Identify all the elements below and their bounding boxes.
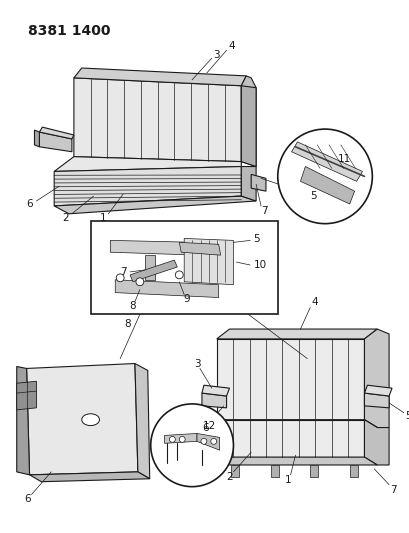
Polygon shape xyxy=(130,260,177,282)
Polygon shape xyxy=(364,385,391,396)
Circle shape xyxy=(116,274,124,282)
Polygon shape xyxy=(197,433,219,450)
Polygon shape xyxy=(34,130,39,147)
Text: 6: 6 xyxy=(202,423,209,433)
Polygon shape xyxy=(241,166,256,201)
Polygon shape xyxy=(74,68,246,86)
Polygon shape xyxy=(291,142,362,181)
Text: 2: 2 xyxy=(63,213,69,223)
Circle shape xyxy=(169,437,175,442)
Text: 6: 6 xyxy=(26,199,33,209)
Polygon shape xyxy=(39,132,72,152)
Text: 8381 1400: 8381 1400 xyxy=(27,23,110,38)
Polygon shape xyxy=(202,393,226,408)
Text: 8: 8 xyxy=(124,319,131,329)
Polygon shape xyxy=(27,364,137,475)
Polygon shape xyxy=(364,419,388,465)
Polygon shape xyxy=(216,457,376,465)
Circle shape xyxy=(136,278,144,286)
Text: 9: 9 xyxy=(183,295,190,304)
Polygon shape xyxy=(216,339,364,419)
Polygon shape xyxy=(54,166,241,206)
Text: 1: 1 xyxy=(100,213,106,223)
Text: 7: 7 xyxy=(119,267,126,277)
Text: 5: 5 xyxy=(405,411,409,421)
Polygon shape xyxy=(39,127,74,139)
Polygon shape xyxy=(300,166,354,204)
Text: 11: 11 xyxy=(337,154,351,164)
Polygon shape xyxy=(216,419,376,427)
Polygon shape xyxy=(241,76,256,166)
Polygon shape xyxy=(164,433,197,443)
Text: 12: 12 xyxy=(203,421,216,431)
Polygon shape xyxy=(349,465,357,477)
Polygon shape xyxy=(310,465,317,477)
Text: 8: 8 xyxy=(129,301,136,311)
Polygon shape xyxy=(17,367,29,475)
Polygon shape xyxy=(251,174,265,191)
Text: 3: 3 xyxy=(193,359,200,368)
Text: 10: 10 xyxy=(253,260,266,270)
Polygon shape xyxy=(231,465,239,477)
Circle shape xyxy=(210,438,216,445)
Bar xyxy=(90,221,277,314)
Text: 7: 7 xyxy=(389,484,396,495)
Polygon shape xyxy=(29,472,149,482)
Polygon shape xyxy=(17,381,36,410)
Text: 7: 7 xyxy=(260,206,267,216)
Circle shape xyxy=(175,271,183,279)
Circle shape xyxy=(277,129,371,224)
Text: 6: 6 xyxy=(24,495,31,504)
Polygon shape xyxy=(54,196,256,214)
Text: 1: 1 xyxy=(285,475,291,484)
Polygon shape xyxy=(179,243,220,255)
Polygon shape xyxy=(364,329,388,427)
Text: 2: 2 xyxy=(226,472,232,482)
Polygon shape xyxy=(202,385,229,396)
Ellipse shape xyxy=(81,414,99,425)
Polygon shape xyxy=(115,280,218,297)
Text: 4: 4 xyxy=(311,297,318,308)
Circle shape xyxy=(151,404,233,487)
Polygon shape xyxy=(216,419,364,457)
Polygon shape xyxy=(54,157,241,172)
Text: 4: 4 xyxy=(228,42,234,51)
Circle shape xyxy=(179,437,185,442)
Polygon shape xyxy=(184,238,233,285)
Polygon shape xyxy=(135,364,149,479)
Text: 5: 5 xyxy=(309,191,316,201)
Text: 3: 3 xyxy=(213,50,220,60)
Polygon shape xyxy=(144,255,154,280)
Polygon shape xyxy=(110,240,198,255)
Polygon shape xyxy=(241,86,256,166)
Text: 5: 5 xyxy=(252,235,259,245)
Circle shape xyxy=(200,438,207,445)
Polygon shape xyxy=(364,393,388,408)
Polygon shape xyxy=(216,329,376,339)
Polygon shape xyxy=(270,465,278,477)
Polygon shape xyxy=(74,78,241,161)
